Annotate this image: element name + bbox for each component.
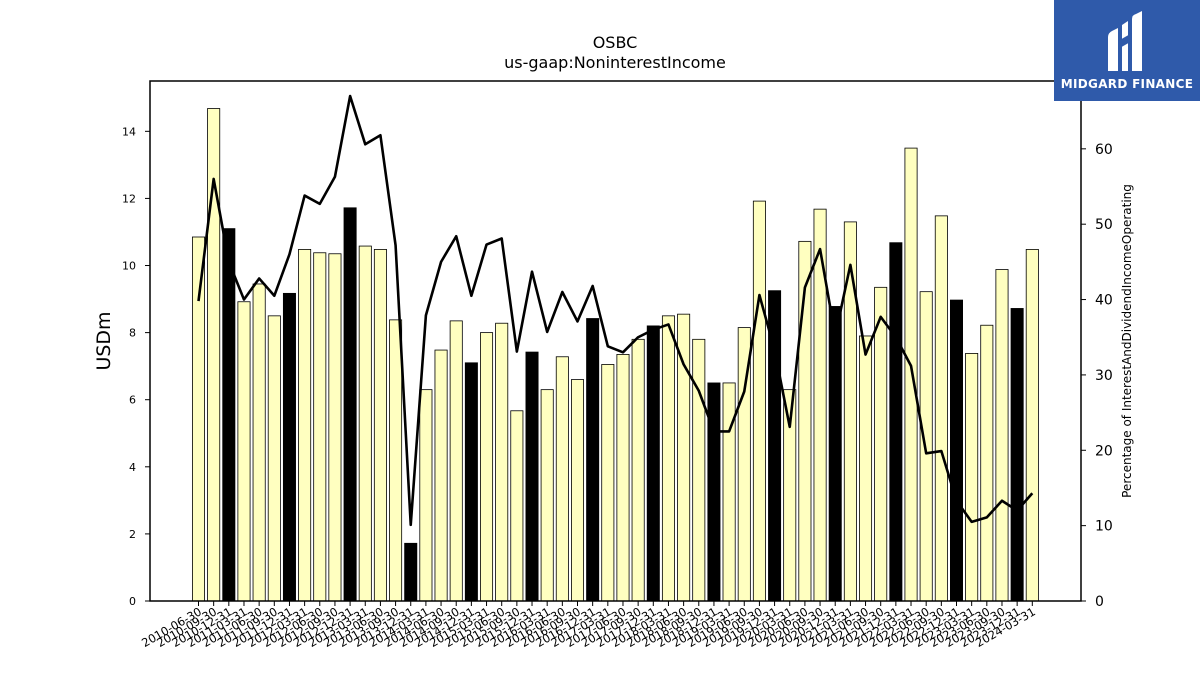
- chart-title: OSBC: [593, 33, 638, 52]
- bar: [601, 364, 615, 602]
- y-tick-label: 8: [129, 327, 136, 340]
- bar: [495, 322, 509, 602]
- y-tick-label: 6: [129, 394, 136, 407]
- bar: [874, 286, 888, 602]
- y-tick-label: 4: [129, 461, 136, 474]
- y-tick-label: 10: [122, 260, 136, 273]
- bar: [707, 382, 721, 602]
- y-tick-label: 2: [129, 528, 136, 541]
- bar: [859, 335, 873, 602]
- midgard-logo-icon: [1108, 10, 1142, 71]
- bar: [692, 338, 706, 602]
- y2-tick-label: 10: [1095, 519, 1113, 535]
- bar: [934, 215, 948, 602]
- y-tick-label: 0: [129, 595, 136, 608]
- bar: [555, 356, 569, 602]
- y-tick-label: 12: [122, 192, 136, 205]
- bar: [631, 338, 645, 602]
- bar: [677, 313, 691, 602]
- bar: [571, 379, 585, 602]
- y-axis-label: USDm: [93, 311, 115, 370]
- logo-text: MIDGARD FINANCE: [1060, 76, 1194, 91]
- bar: [343, 207, 357, 602]
- bar: [950, 299, 964, 602]
- bar: [586, 318, 600, 602]
- bar: [389, 319, 403, 602]
- bar: [722, 382, 736, 602]
- y-tick-label: 14: [122, 125, 136, 138]
- bar: [464, 362, 478, 602]
- y2-tick-label: 50: [1095, 217, 1113, 233]
- y2-axis-label: Percentage of InterestAndDividendIncomeO…: [1120, 184, 1134, 498]
- bar: [646, 325, 660, 602]
- bar: [328, 253, 342, 602]
- bar: [525, 351, 539, 602]
- bar: [1025, 249, 1039, 602]
- y2-tick-label: 40: [1095, 293, 1113, 309]
- chart-subtitle: us-gaap:NoninterestIncome: [504, 53, 726, 72]
- bar: [889, 242, 903, 602]
- bar: [752, 200, 766, 602]
- plot-frame: [149, 80, 1082, 602]
- series-line: [197, 94, 1034, 527]
- y2-tick-label: 0: [1095, 594, 1104, 610]
- bar: [449, 320, 463, 602]
- bar: [540, 389, 554, 602]
- bar: [510, 410, 524, 602]
- bar: [313, 252, 327, 602]
- bar: [616, 354, 630, 602]
- y2-tick-label: 60: [1095, 142, 1113, 158]
- bar: [1010, 308, 1024, 602]
- bar: [267, 315, 281, 602]
- bar: [828, 306, 842, 602]
- y2-tick-label: 20: [1095, 443, 1113, 459]
- bar: [237, 301, 251, 602]
- bar: [404, 542, 418, 602]
- bar: [419, 389, 433, 602]
- bar: [661, 315, 675, 602]
- bar: [965, 353, 979, 602]
- y2-tick-label: 30: [1095, 368, 1113, 384]
- bar: [222, 228, 236, 602]
- bar: [298, 249, 312, 602]
- bar: [480, 332, 494, 602]
- bar: [434, 349, 448, 602]
- brand-logo: MIDGARD FINANCE: [1054, 0, 1200, 101]
- bar: [904, 147, 918, 602]
- bar: [358, 245, 372, 602]
- bar: [995, 269, 1009, 602]
- bar: [282, 292, 296, 602]
- bar: [252, 283, 266, 602]
- bar: [980, 324, 994, 602]
- bar: [373, 249, 387, 602]
